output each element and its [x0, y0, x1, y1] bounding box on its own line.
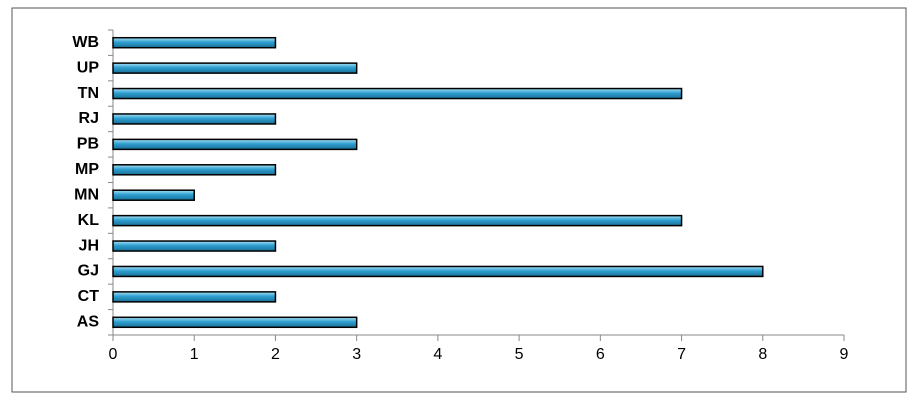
y-tick-label: MN [74, 186, 99, 203]
y-tick-label: RJ [79, 110, 99, 127]
y-tick-label: UP [77, 59, 100, 76]
y-tick-label: GJ [78, 263, 99, 280]
y-tick-label: AS [77, 314, 100, 331]
x-tick-label: 3 [352, 346, 361, 363]
y-tick-label: MP [75, 161, 99, 178]
bar [112, 87, 683, 100]
bar [112, 138, 358, 151]
bar [112, 240, 277, 252]
bar [112, 291, 277, 303]
y-tick-label: CT [78, 288, 100, 305]
bar [112, 36, 277, 49]
x-tick-label: 6 [596, 346, 605, 363]
x-tick-label: 9 [840, 346, 849, 363]
bar [112, 316, 358, 329]
bar [112, 62, 358, 74]
x-tick-label: 8 [758, 346, 767, 363]
x-tick-label: 1 [190, 346, 199, 363]
y-tick-label: KL [78, 212, 100, 229]
bar [112, 113, 277, 125]
x-tick-label: 5 [515, 346, 524, 363]
y-tick-label: PB [77, 136, 99, 153]
x-tick-label: 0 [109, 346, 118, 363]
x-tick-label: 2 [271, 346, 280, 363]
bar [112, 265, 764, 278]
bar [112, 164, 277, 176]
x-tick-label: 4 [433, 346, 442, 363]
y-tick-label: JH [79, 237, 99, 254]
y-tick-label: WB [72, 34, 99, 51]
bar [112, 189, 195, 201]
bar [112, 214, 683, 227]
y-tick-label: TN [78, 85, 99, 102]
x-tick-label: 7 [677, 346, 686, 363]
